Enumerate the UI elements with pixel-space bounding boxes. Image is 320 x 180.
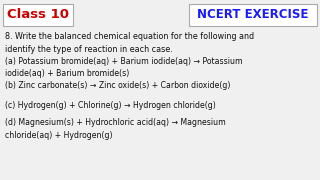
FancyBboxPatch shape xyxy=(189,4,317,26)
Text: NCERT EXERCISE: NCERT EXERCISE xyxy=(197,8,309,21)
Text: Class 10: Class 10 xyxy=(7,8,69,21)
Text: (a) Potassium bromide(aq) + Barium iodide(aq) → Potassium
iodide(aq) + Barium br: (a) Potassium bromide(aq) + Barium iodid… xyxy=(5,57,243,78)
Text: (d) Magnesium(s) + Hydrochloric acid(aq) → Magnesium
chloride(aq) + Hydrogen(g): (d) Magnesium(s) + Hydrochloric acid(aq)… xyxy=(5,118,226,140)
Text: (c) Hydrogen(g) + Chlorine(g) → Hydrogen chloride(g): (c) Hydrogen(g) + Chlorine(g) → Hydrogen… xyxy=(5,101,216,110)
Text: (b) Zinc carbonate(s) → Zinc oxide(s) + Carbon dioxide(g): (b) Zinc carbonate(s) → Zinc oxide(s) + … xyxy=(5,81,230,90)
Text: 8. Write the balanced chemical equation for the following and
identify the type : 8. Write the balanced chemical equation … xyxy=(5,32,254,53)
FancyBboxPatch shape xyxy=(3,4,73,26)
